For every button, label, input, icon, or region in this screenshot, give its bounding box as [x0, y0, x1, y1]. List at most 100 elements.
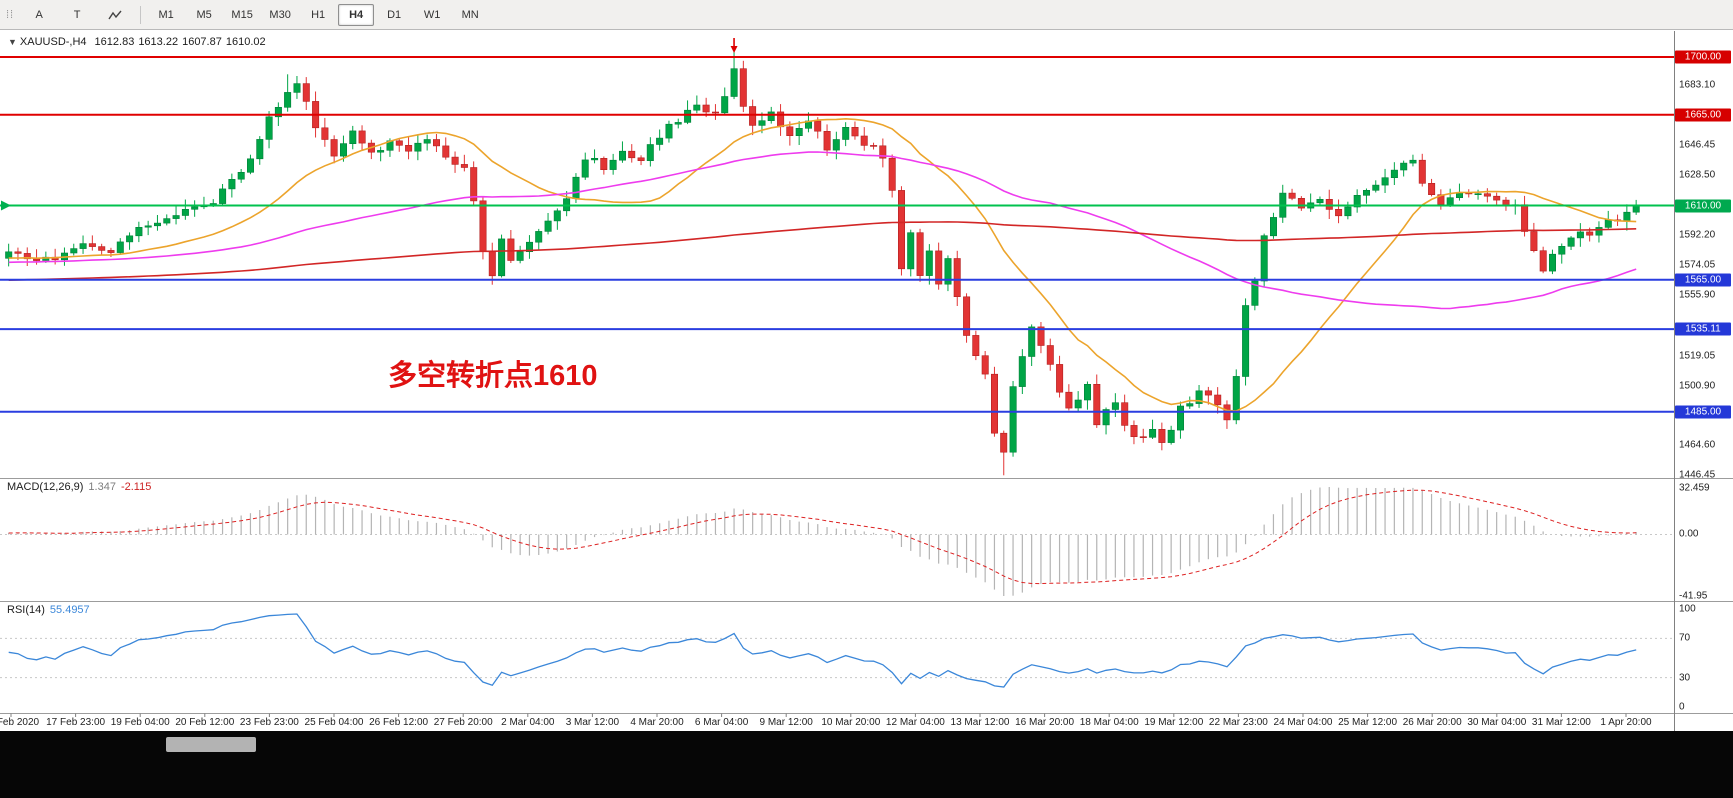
candle-up [1074, 399, 1082, 409]
candle-down [972, 335, 980, 356]
candle-down [786, 126, 794, 137]
candle-up [674, 122, 682, 125]
time-axis-label: 17 Feb 23:00 [46, 717, 106, 728]
candle-up [1390, 169, 1398, 179]
candle-down [23, 253, 31, 260]
candle-down [1483, 193, 1491, 197]
candle-down [990, 373, 998, 434]
candle-up [758, 120, 766, 126]
time-axis-label: 25 Feb 04:00 [304, 717, 364, 728]
candle-down [823, 131, 831, 151]
candle-up [665, 123, 673, 139]
candle-up [795, 128, 803, 137]
timeframe-M5[interactable]: M5 [196, 8, 212, 21]
candle-down [1158, 428, 1166, 443]
candle-up [721, 96, 729, 114]
candle-up [525, 241, 533, 252]
candle-up [572, 176, 580, 199]
candle-down [488, 250, 496, 277]
candle-up [1409, 159, 1417, 164]
candle-up [1084, 383, 1092, 401]
candle-up [1242, 305, 1250, 377]
ma-60-line[interactable] [8, 151, 1637, 310]
candle-down [637, 157, 645, 162]
candle-up [1456, 192, 1464, 198]
candle-down [814, 120, 822, 132]
candle-up [925, 250, 933, 276]
candle-up [1186, 403, 1194, 407]
time-axis-label: 14 Feb 2020 [0, 717, 40, 728]
time-axis-label: 26 Mar 20:00 [1402, 717, 1462, 728]
timeframe-M15[interactable]: M15 [231, 8, 253, 21]
candle-up [1400, 162, 1408, 171]
candle-up [1149, 428, 1157, 438]
candle-up [656, 137, 664, 145]
toolbar-drag-handle-icon[interactable]: ⁞⁞ [6, 8, 15, 21]
candle-up [1363, 190, 1371, 196]
macd-axis-zero: 0.00 [1679, 528, 1699, 540]
sell-arrow-head-icon [730, 46, 738, 53]
time-axis-label: 9 Mar 12:00 [759, 717, 813, 728]
candle-down [963, 296, 971, 336]
candle-down [470, 167, 478, 202]
price-tick-label: 1574.05 [1679, 259, 1716, 271]
candle-up [1167, 429, 1175, 443]
top-toolbar: ⁞⁞ A T M1 M5 M15 M30 H1 H4 D1 W1 MN [0, 0, 1733, 30]
candle-down [479, 200, 487, 252]
candle-up [126, 235, 134, 243]
candle-up [1567, 237, 1575, 247]
macd-axis-min: -41.95 [1679, 590, 1708, 602]
chart-annotation-text[interactable]: 多空转折点1610 [388, 360, 598, 392]
candle-down [1493, 195, 1501, 201]
candle-up [377, 150, 385, 153]
candle-up [1316, 199, 1324, 204]
symbol-dropdown-icon[interactable]: ▼ [8, 37, 17, 47]
candle-down [870, 145, 878, 147]
time-axis-label: 26 Feb 12:00 [369, 717, 429, 728]
candle-up [1251, 280, 1259, 306]
candle-up [609, 159, 617, 170]
timeframe-M1[interactable]: M1 [158, 8, 174, 21]
timeframe-D1[interactable]: D1 [387, 8, 402, 21]
rsi-name: RSI(14) [7, 604, 45, 616]
timeframe-H4[interactable]: H4 [338, 3, 375, 26]
time-axis-label: 13 Mar 12:00 [950, 717, 1010, 728]
timeframe-MN[interactable]: MN [461, 8, 479, 21]
timeframe-W1[interactable]: W1 [423, 8, 441, 21]
time-axis-label: 1 Apr 20:00 [1600, 717, 1652, 728]
taskbar-tab[interactable] [166, 737, 256, 752]
ma-200-line[interactable] [8, 221, 1637, 281]
candle-down [1586, 231, 1594, 236]
candle-down [1539, 250, 1547, 272]
time-axis-label: 3 Mar 12:00 [565, 717, 620, 728]
candle-up [498, 238, 506, 277]
timeframe-M30[interactable]: M30 [269, 8, 291, 21]
price-tick-label: 1500.90 [1679, 380, 1716, 391]
price-tick-label: 1592.20 [1679, 229, 1716, 241]
ma-20-line[interactable] [8, 117, 1637, 412]
zigzag-icon [108, 10, 122, 19]
candle-down [1521, 204, 1529, 232]
candle-down [1428, 183, 1436, 196]
candle-up [832, 139, 840, 151]
candle-down [321, 127, 329, 140]
timeframe-buttons-group: M1 M5 M15 M30 H1 H4 D1 W1 MN [147, 3, 489, 26]
toolbar-button-t[interactable]: T [73, 8, 81, 21]
candle-down [1139, 436, 1147, 439]
candle-down [1530, 231, 1538, 252]
symbol-title: XAUUSD-,H4 [19, 36, 87, 48]
timeframe-H1[interactable]: H1 [311, 8, 326, 21]
candle-up [730, 68, 738, 97]
price-tick-label: 1464.60 [1679, 439, 1716, 451]
candle-up [116, 241, 124, 253]
price-level-badge: 1700.00 [1675, 50, 1731, 64]
time-axis-label: 16 Mar 20:00 [1015, 717, 1075, 728]
zigzag-tool-button[interactable] [97, 4, 133, 26]
toolbar-button-a[interactable]: A [35, 8, 43, 21]
time-axis-label: 31 Mar 12:00 [1531, 717, 1591, 728]
candle-down [1335, 209, 1343, 217]
candle-down [1297, 198, 1305, 209]
candle-up [1474, 193, 1482, 195]
candle-up [191, 206, 199, 210]
